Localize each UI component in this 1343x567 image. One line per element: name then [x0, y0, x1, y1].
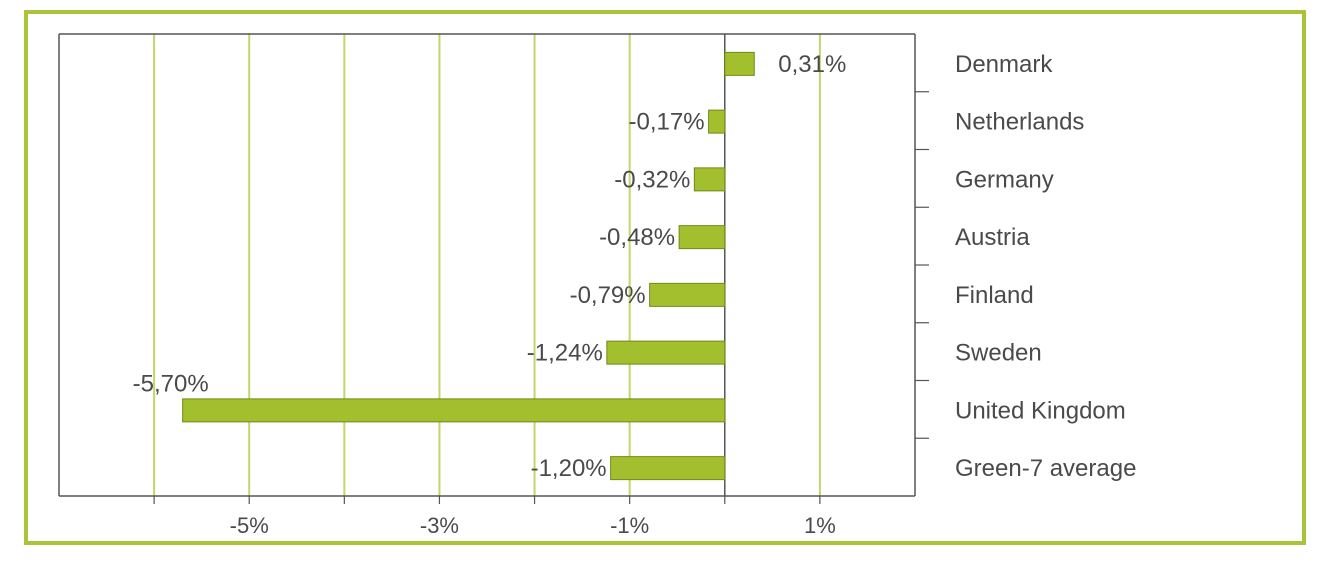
- data-label: -0,32%: [614, 166, 690, 193]
- data-label: -1,24%: [527, 340, 603, 367]
- x-tick-label: -1%: [610, 513, 649, 538]
- bar: [606, 340, 726, 365]
- data-label: 0,31%: [778, 51, 846, 78]
- category-label: Austria: [955, 224, 1030, 251]
- data-label: -0,79%: [570, 282, 646, 309]
- bar: [693, 167, 726, 192]
- bar: [724, 51, 755, 76]
- data-label: -0,48%: [599, 224, 675, 251]
- category-label: Denmark: [955, 51, 1053, 78]
- data-label: -0,17%: [629, 109, 705, 136]
- bar: [708, 109, 726, 134]
- category-label: Finland: [955, 282, 1034, 309]
- x-tick-label: 1%: [804, 513, 836, 538]
- x-tick-label: -5%: [230, 513, 269, 538]
- chart-frame: -5% -3% -1% 1% 0,31% Denmark -0,17% Netherlands…: [24, 10, 1306, 545]
- labels: -5% -3% -1% 1% 0,31% Denmark -0,17% Netherlands…: [133, 51, 1137, 538]
- x-tick-label: -3%: [420, 513, 459, 538]
- category-label: Green-7 average: [955, 455, 1136, 482]
- data-label: -5,70%: [133, 370, 209, 397]
- category-label: Netherlands: [955, 109, 1084, 136]
- category-label: United Kingdom: [955, 397, 1126, 424]
- bars: [182, 51, 755, 481]
- plot-area: [28, 14, 1302, 541]
- bar: [678, 225, 726, 250]
- bar: [182, 398, 726, 423]
- data-label: -1,20%: [531, 455, 607, 482]
- bar-chart: -5% -3% -1% 1% 0,31% Denmark -0,17% Netherlands…: [28, 14, 1302, 541]
- bar: [649, 282, 726, 307]
- category-label: Germany: [955, 166, 1054, 193]
- category-label: Sweden: [955, 340, 1042, 367]
- bar: [610, 456, 726, 481]
